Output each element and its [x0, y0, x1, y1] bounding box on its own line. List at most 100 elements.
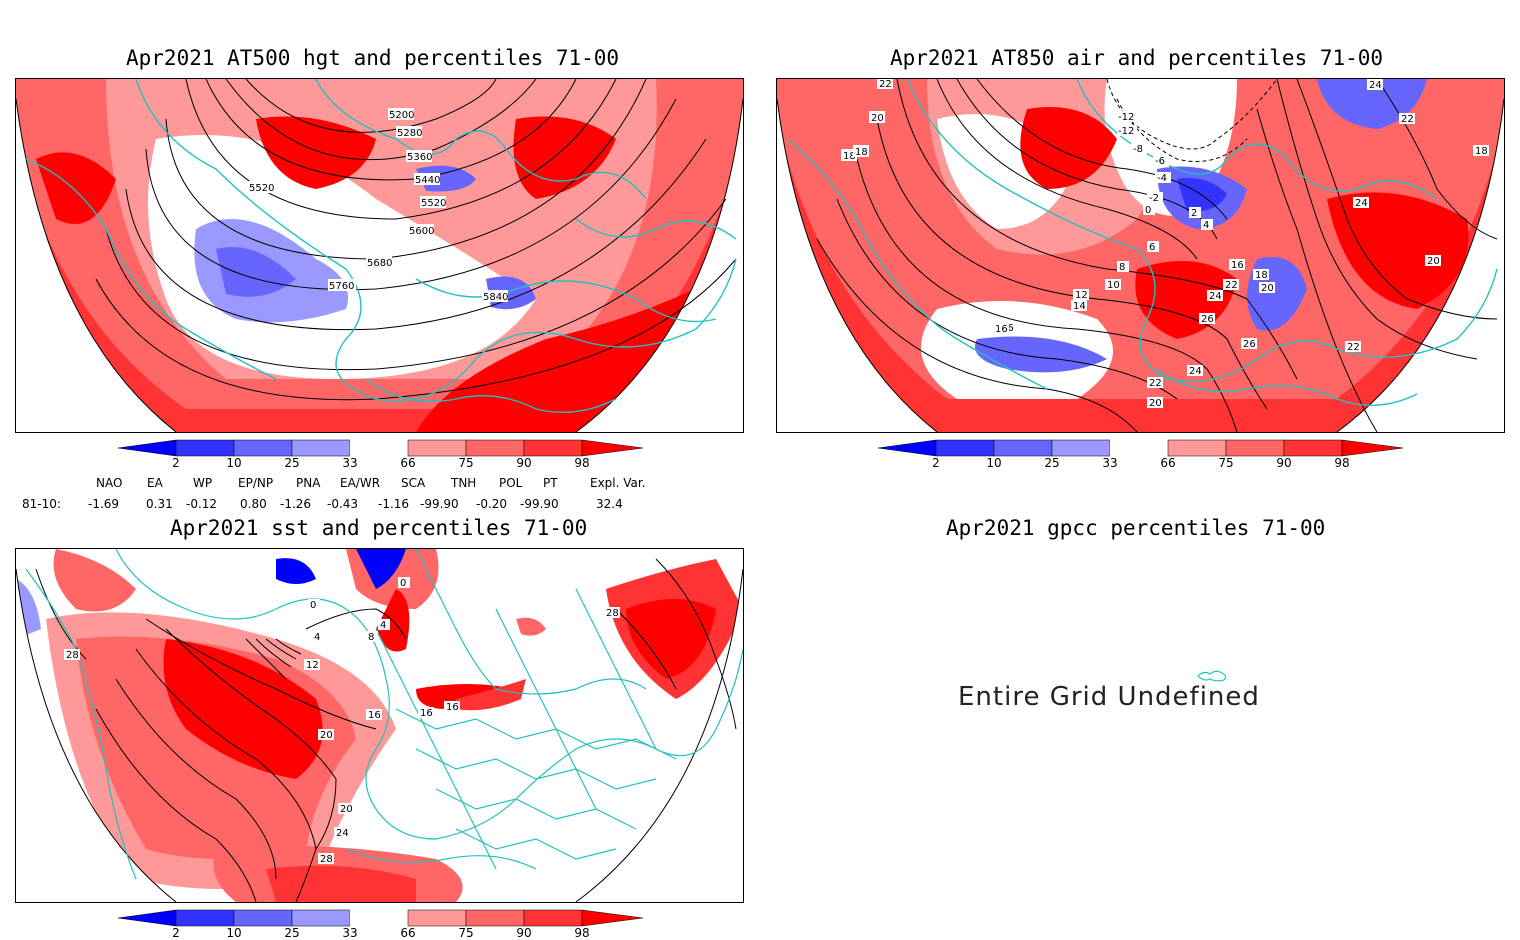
tele-header-pna: PNA	[296, 476, 321, 490]
cb-label: 75	[1218, 456, 1234, 470]
panel-title-air850: Apr2021 AT850 air and percentiles 71-00	[890, 46, 1384, 70]
tele-value-pna: -1.26	[280, 497, 312, 511]
svg-text:-4: -4	[1157, 173, 1167, 184]
cb-label: 75	[458, 926, 474, 940]
tele-row-label: 81-10:	[22, 497, 61, 511]
svg-text:20: 20	[320, 730, 333, 741]
svg-text:22: 22	[1401, 114, 1414, 125]
cb-label: 25	[284, 926, 300, 940]
svg-text:5280: 5280	[397, 128, 422, 139]
svg-text:0: 0	[310, 600, 316, 611]
svg-text:-8: -8	[1133, 144, 1143, 155]
svg-text:16: 16	[420, 708, 433, 719]
tele-header-eawr: EA/WR	[340, 476, 381, 490]
cb-label: 66	[1160, 456, 1176, 470]
colorbar-air850: 2 10 25 33 66 75 90 98	[877, 439, 1404, 470]
svg-text:12: 12	[1075, 290, 1088, 301]
tele-value-eawr: -0.43	[327, 497, 359, 511]
svg-text:12: 12	[306, 660, 319, 671]
cb-label: 90	[516, 926, 532, 940]
svg-text:26: 26	[1243, 339, 1256, 350]
cb-label: 25	[1044, 456, 1060, 470]
tele-header-ea: EA	[147, 476, 163, 490]
tele-header-tnh: TNH	[451, 476, 477, 490]
svg-text:5520: 5520	[249, 183, 274, 194]
svg-text:24: 24	[1209, 291, 1222, 302]
svg-text:22: 22	[1225, 280, 1238, 291]
cb-label: 98	[574, 926, 590, 940]
svg-text:16: 16	[446, 702, 459, 713]
svg-text:14: 14	[1073, 301, 1086, 312]
svg-text:20: 20	[1427, 256, 1440, 267]
map-sst: 0 0 4 8 4 12 16 16 16 20 20 24 28 28 28	[15, 548, 744, 903]
colorbar-hgt500: 2 10 25 33 66 75 90 98	[117, 439, 644, 470]
greenland-fragment-icon	[1197, 670, 1227, 682]
cb-label: 2	[172, 926, 180, 940]
panel-title-sst: Apr2021 sst and percentiles 71-00	[170, 516, 588, 540]
svg-text:6: 6	[1149, 242, 1155, 253]
cb-label: 33	[342, 926, 358, 940]
svg-text:24: 24	[1189, 366, 1202, 377]
svg-text:4: 4	[380, 620, 386, 631]
svg-text:-2: -2	[1149, 193, 1159, 204]
svg-text:28: 28	[606, 608, 619, 619]
map-air850: 22 20 18 18 -12 -12 -8 -6 -4 -2 0 4 2 6 …	[776, 78, 1505, 433]
tele-value-pt: -99.90	[520, 497, 559, 511]
svg-text:0: 0	[1145, 205, 1151, 216]
svg-text:5440: 5440	[415, 175, 440, 186]
cb-label: 2	[172, 456, 180, 470]
svg-text:5600: 5600	[409, 226, 434, 237]
svg-text:24: 24	[1369, 80, 1382, 91]
svg-text:5200: 5200	[389, 110, 414, 121]
tele-header-epnp: EP/NP	[238, 476, 274, 490]
tele-header-nao: NAO	[96, 476, 123, 490]
tele-value-tnh: -99.90	[420, 497, 459, 511]
svg-text:4: 4	[314, 632, 320, 643]
svg-text:28: 28	[66, 650, 79, 661]
svg-text:5760: 5760	[329, 281, 354, 292]
svg-text:-12: -12	[1118, 112, 1134, 123]
svg-text:20: 20	[1149, 398, 1162, 409]
svg-text:18: 18	[1255, 270, 1268, 281]
cb-label: 66	[400, 926, 416, 940]
cb-label: 98	[1334, 456, 1350, 470]
cb-label: 2	[932, 456, 940, 470]
cb-label: 98	[574, 456, 590, 470]
svg-text:18: 18	[855, 147, 868, 158]
tele-header-sca: SCA	[401, 476, 426, 490]
tele-value-wp: -0.12	[186, 497, 218, 511]
tele-value-sca: -1.16	[378, 497, 410, 511]
cb-label: 33	[1102, 456, 1118, 470]
tele-value-epnp: 0.80	[240, 497, 267, 511]
svg-text:24: 24	[1355, 198, 1368, 209]
svg-text:16: 16	[1231, 260, 1244, 271]
cb-label: 90	[1276, 456, 1292, 470]
svg-text:8: 8	[368, 632, 374, 643]
svg-text:4: 4	[1203, 220, 1209, 231]
svg-text:2: 2	[1191, 208, 1197, 219]
svg-text:0: 0	[400, 578, 406, 589]
svg-text:28: 28	[320, 854, 333, 865]
tele-header-pt: PT	[543, 476, 558, 490]
svg-text:24: 24	[336, 828, 349, 839]
svg-text:20: 20	[1261, 283, 1274, 294]
svg-text:26: 26	[1201, 314, 1214, 325]
svg-text:18: 18	[843, 151, 856, 162]
svg-text:-12: -12	[1118, 126, 1134, 137]
svg-text:-6: -6	[1155, 156, 1165, 167]
tele-header-pol: POL	[499, 476, 523, 490]
svg-text:10: 10	[1107, 280, 1120, 291]
svg-text:20: 20	[871, 113, 884, 124]
cb-label: 10	[226, 456, 242, 470]
svg-text:22: 22	[1149, 378, 1162, 389]
tele-value-ea: 0.31	[146, 497, 173, 511]
svg-text:20: 20	[340, 804, 353, 815]
cb-label: 25	[284, 456, 300, 470]
cb-label: 10	[226, 926, 242, 940]
svg-text:16: 16	[995, 324, 1008, 335]
colorbar-sst: 2 10 25 33 66 75 90 98	[117, 909, 644, 940]
svg-text:22: 22	[879, 79, 892, 90]
svg-text:5360: 5360	[407, 152, 432, 163]
tele-header-explvar: Expl. Var.	[590, 476, 646, 490]
map-hgt500: 5200 5280 5360 5440 5520 5520 5600 5680 …	[15, 78, 744, 433]
